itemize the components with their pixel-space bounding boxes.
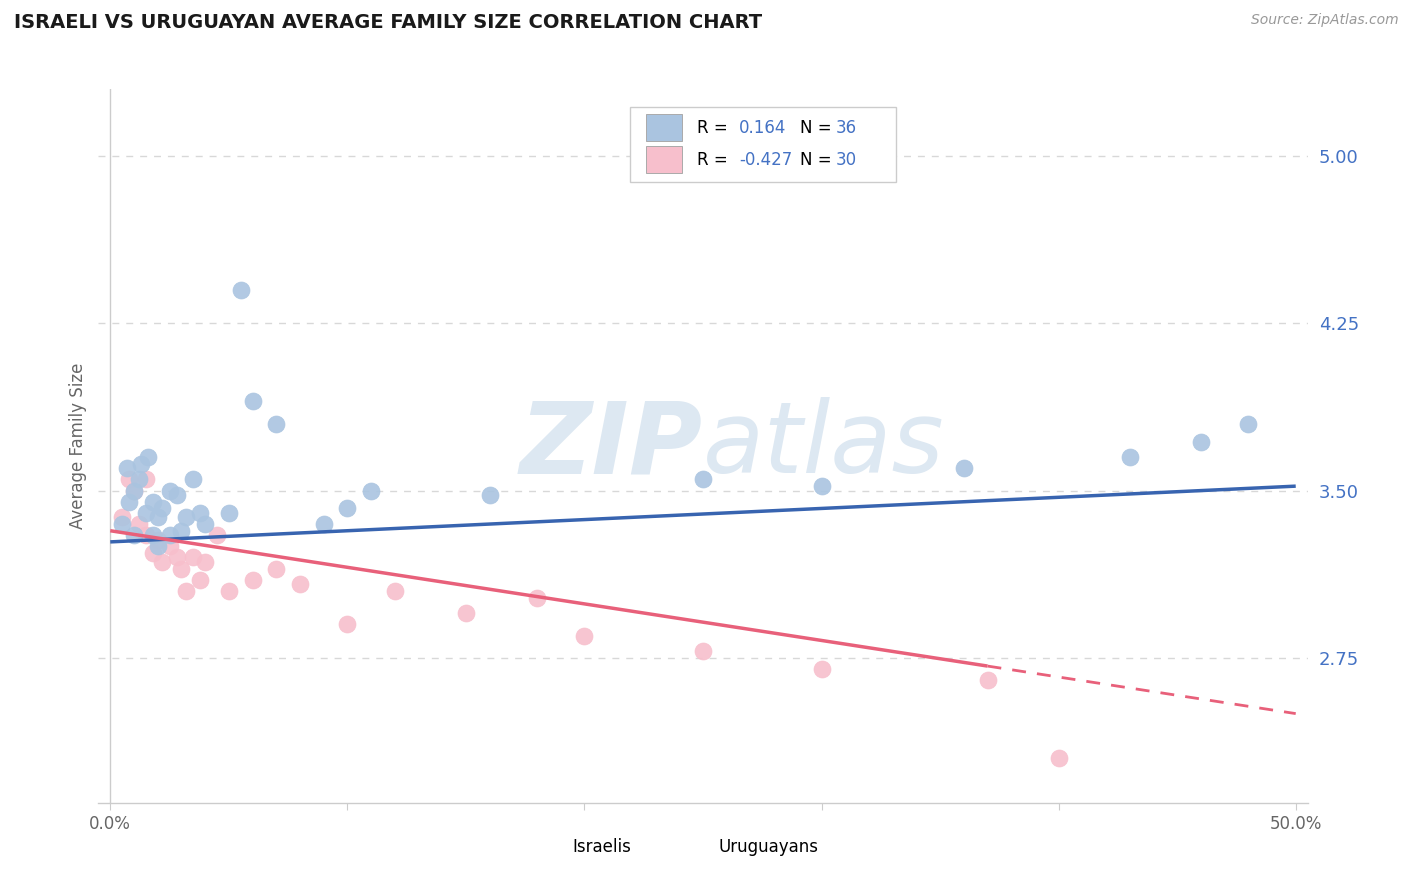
Bar — [647, 146, 682, 173]
Point — [1189, 434, 1212, 449]
Point — [976, 673, 998, 687]
Point — [174, 583, 197, 598]
Point — [264, 562, 287, 576]
Point — [574, 628, 596, 642]
Point — [115, 461, 138, 475]
Text: ISRAELI VS URUGUAYAN AVERAGE FAMILY SIZE CORRELATION CHART: ISRAELI VS URUGUAYAN AVERAGE FAMILY SIZE… — [14, 13, 762, 32]
Text: ZIP: ZIP — [520, 398, 703, 494]
Point — [190, 506, 212, 520]
Point — [122, 483, 145, 498]
Point — [152, 501, 174, 516]
Text: 30: 30 — [837, 151, 858, 169]
Point — [478, 488, 501, 502]
Point — [136, 450, 159, 464]
Point — [194, 516, 217, 531]
Point — [205, 528, 228, 542]
Point — [122, 528, 145, 542]
Point — [118, 494, 141, 508]
Point — [242, 394, 264, 409]
Point — [135, 506, 157, 520]
Text: 36: 36 — [837, 119, 858, 136]
Point — [152, 555, 174, 569]
Point — [1237, 417, 1260, 431]
Point — [336, 617, 359, 632]
Point — [264, 417, 287, 431]
Text: 0.164: 0.164 — [740, 119, 786, 136]
Point — [1119, 450, 1142, 464]
Point — [128, 472, 150, 486]
Point — [194, 555, 217, 569]
Point — [190, 573, 212, 587]
Point — [122, 483, 145, 498]
Point — [229, 283, 252, 297]
Point — [170, 524, 193, 538]
Point — [170, 562, 193, 576]
Point — [111, 516, 134, 531]
Point — [692, 644, 714, 658]
Text: Source: ZipAtlas.com: Source: ZipAtlas.com — [1251, 13, 1399, 28]
Point — [142, 494, 165, 508]
Text: -0.427: -0.427 — [740, 151, 793, 169]
Text: N =: N = — [800, 151, 837, 169]
Text: atlas: atlas — [703, 398, 945, 494]
Point — [952, 461, 974, 475]
Point — [146, 510, 169, 524]
Point — [159, 539, 181, 553]
Point — [218, 583, 240, 598]
Point — [142, 528, 165, 542]
Text: R =: R = — [697, 151, 733, 169]
Point — [526, 591, 548, 605]
Point — [360, 483, 382, 498]
Text: Israelis: Israelis — [572, 838, 631, 856]
Point — [336, 501, 359, 516]
Point — [159, 483, 181, 498]
Point — [129, 457, 152, 471]
Point — [242, 573, 264, 587]
Bar — [527, 835, 561, 860]
Point — [181, 472, 204, 486]
Point — [166, 550, 188, 565]
Text: N =: N = — [800, 119, 837, 136]
Point — [135, 528, 157, 542]
Point — [142, 546, 165, 560]
Y-axis label: Average Family Size: Average Family Size — [69, 363, 87, 529]
Point — [135, 472, 157, 486]
Point — [159, 528, 181, 542]
Bar — [672, 835, 707, 860]
Point — [181, 550, 204, 565]
Point — [312, 516, 335, 531]
Point — [384, 583, 406, 598]
Point — [288, 577, 311, 591]
Point — [218, 506, 240, 520]
Point — [166, 488, 188, 502]
FancyBboxPatch shape — [630, 107, 897, 182]
Point — [1047, 751, 1070, 765]
Bar — [647, 114, 682, 141]
Point — [174, 510, 197, 524]
Point — [118, 472, 141, 486]
Text: Uruguayans: Uruguayans — [718, 838, 818, 856]
Point — [810, 479, 832, 493]
Point — [111, 510, 134, 524]
Text: R =: R = — [697, 119, 733, 136]
Point — [692, 472, 714, 486]
Point — [146, 539, 169, 553]
Point — [128, 516, 150, 531]
Point — [810, 662, 832, 676]
Point — [454, 606, 477, 620]
Point — [146, 533, 169, 547]
